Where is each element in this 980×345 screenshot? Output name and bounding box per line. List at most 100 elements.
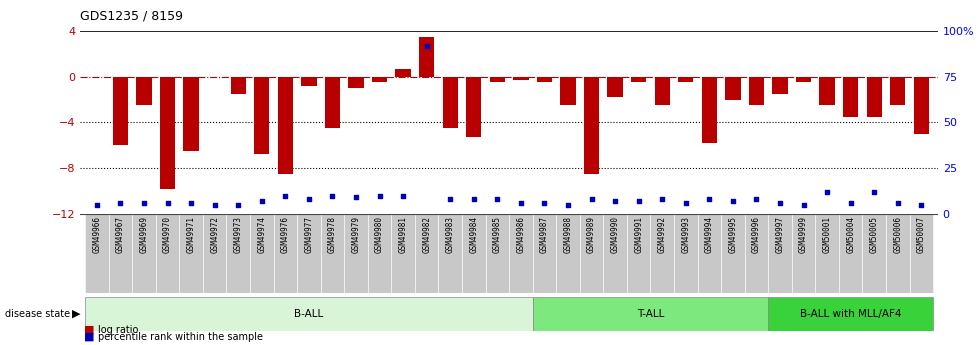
Bar — [537, 77, 552, 82]
Text: GSM49967: GSM49967 — [116, 216, 124, 253]
Text: GSM49994: GSM49994 — [705, 216, 713, 253]
Bar — [604, 214, 627, 293]
Point — [561, 202, 576, 208]
Text: GSM49990: GSM49990 — [611, 216, 619, 253]
Bar — [277, 77, 293, 174]
Bar — [160, 77, 175, 189]
Bar — [768, 297, 933, 331]
Bar — [514, 77, 528, 80]
Bar — [745, 214, 768, 293]
Bar — [749, 77, 764, 105]
Bar — [792, 214, 815, 293]
Bar — [419, 37, 434, 77]
Point — [489, 197, 505, 202]
Bar — [462, 214, 485, 293]
Bar — [371, 77, 387, 82]
Bar — [490, 77, 505, 82]
Bar — [250, 214, 273, 293]
Bar — [533, 214, 557, 293]
Bar — [768, 214, 792, 293]
Bar — [580, 214, 604, 293]
Bar — [368, 214, 391, 293]
Bar — [415, 214, 438, 293]
Point — [466, 197, 481, 202]
Text: GSM49984: GSM49984 — [469, 216, 478, 253]
Text: GSM49986: GSM49986 — [516, 216, 525, 253]
Text: GSM49982: GSM49982 — [422, 216, 431, 253]
Text: GSM49973: GSM49973 — [233, 216, 243, 253]
Bar — [815, 214, 839, 293]
Text: GSM49979: GSM49979 — [352, 216, 361, 253]
Point — [113, 200, 128, 206]
Bar — [344, 214, 368, 293]
Point — [913, 202, 929, 208]
Point — [772, 200, 788, 206]
Text: disease state: disease state — [5, 309, 70, 319]
Point — [136, 200, 152, 206]
Bar — [396, 69, 411, 77]
Bar — [348, 77, 364, 88]
Bar — [725, 77, 741, 100]
Text: GSM49991: GSM49991 — [634, 216, 643, 253]
Text: B-ALL: B-ALL — [294, 309, 323, 319]
Bar — [631, 77, 647, 82]
Bar — [254, 77, 270, 155]
Text: GSM49971: GSM49971 — [186, 216, 196, 253]
Bar — [156, 214, 179, 293]
Bar — [557, 214, 580, 293]
Point — [655, 197, 670, 202]
Text: GSM50005: GSM50005 — [870, 216, 879, 253]
Bar — [301, 77, 317, 86]
Text: T-ALL: T-ALL — [637, 309, 664, 319]
Text: GSM49981: GSM49981 — [399, 216, 408, 253]
Bar — [113, 77, 128, 145]
Point — [537, 200, 553, 206]
Text: ▶: ▶ — [72, 309, 80, 319]
Bar — [698, 214, 721, 293]
Point — [631, 198, 647, 204]
Point — [725, 198, 741, 204]
Text: GSM49999: GSM49999 — [799, 216, 808, 253]
Bar — [485, 214, 509, 293]
Point — [230, 202, 246, 208]
Text: percentile rank within the sample: percentile rank within the sample — [98, 332, 263, 342]
Text: GSM49978: GSM49978 — [328, 216, 337, 253]
Bar — [273, 214, 297, 293]
Point — [866, 189, 882, 195]
Point — [890, 200, 906, 206]
Text: B-ALL with MLL/AF4: B-ALL with MLL/AF4 — [800, 309, 902, 319]
Bar — [909, 214, 933, 293]
Text: GSM49985: GSM49985 — [493, 216, 502, 253]
Point — [514, 200, 529, 206]
Bar — [85, 297, 533, 331]
Bar — [230, 77, 246, 94]
Bar — [438, 214, 462, 293]
Bar — [203, 214, 226, 293]
Text: GSM49970: GSM49970 — [163, 216, 172, 253]
Point — [796, 202, 811, 208]
Bar — [721, 214, 745, 293]
Point — [749, 197, 764, 202]
Bar — [391, 214, 415, 293]
Bar — [85, 214, 109, 293]
Point — [277, 193, 293, 198]
Point — [183, 200, 199, 206]
Text: ■: ■ — [84, 332, 95, 342]
Point — [207, 202, 222, 208]
Bar — [796, 77, 811, 82]
Text: GSM49974: GSM49974 — [258, 216, 267, 253]
Text: GDS1235 / 8159: GDS1235 / 8159 — [80, 9, 183, 22]
Bar — [839, 214, 862, 293]
Bar — [702, 77, 717, 143]
Point — [608, 198, 623, 204]
Point — [678, 200, 694, 206]
Bar — [678, 77, 694, 82]
Point — [418, 43, 434, 48]
Text: GSM49966: GSM49966 — [92, 216, 101, 253]
Bar — [443, 77, 458, 128]
Text: GSM49976: GSM49976 — [281, 216, 290, 253]
Text: GSM50007: GSM50007 — [917, 216, 926, 253]
Bar — [226, 214, 250, 293]
Point — [324, 193, 340, 198]
Point — [395, 193, 411, 198]
